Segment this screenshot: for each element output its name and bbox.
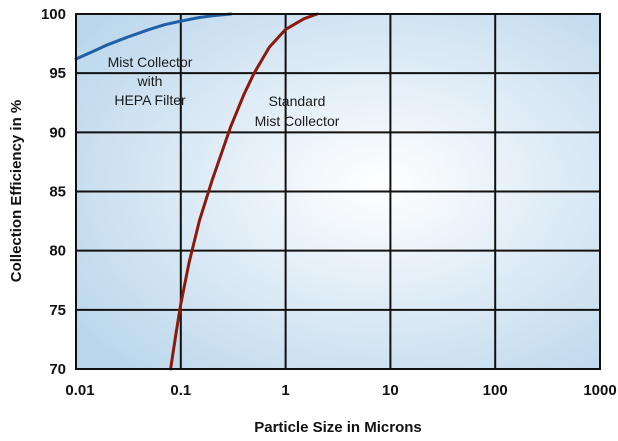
x-tick-label: 0.01	[65, 382, 94, 399]
plot-frame	[75, 13, 601, 370]
y-axis-title: Collection Efficiency in %	[8, 100, 25, 283]
series-annotation: Standard Mist Collector	[255, 93, 340, 129]
y-tick-label: 80	[49, 243, 66, 260]
y-tick-labels: 70 75 80 85 90 95 100	[41, 6, 66, 378]
x-tick-labels: 0.01 0.1 1 10 100 1000	[65, 382, 616, 399]
y-tick-label: 70	[49, 361, 66, 378]
y-tick-label: 75	[49, 302, 66, 319]
y-tick-label: 100	[41, 6, 66, 23]
grid	[75, 13, 601, 370]
series-line-1	[169, 12, 319, 371]
x-tick-label: 10	[382, 382, 399, 399]
series-lines	[74, 12, 319, 371]
y-tick-label: 85	[49, 184, 66, 201]
series-annotation: Mist Collector with HEPA Filter	[108, 54, 193, 108]
y-tick-label: 90	[49, 124, 66, 141]
annotations: Mist Collector with HEPA Filter Standard Mis…	[108, 54, 340, 129]
x-axis-title: Particle Size in Microns	[254, 419, 422, 436]
series-line-0	[74, 12, 233, 61]
x-tick-label: 1000	[583, 382, 616, 399]
y-tick-label: 95	[49, 65, 66, 82]
x-tick-label: 1	[281, 382, 289, 399]
x-tick-label: 100	[483, 382, 508, 399]
x-tick-label: 0.1	[170, 382, 191, 399]
